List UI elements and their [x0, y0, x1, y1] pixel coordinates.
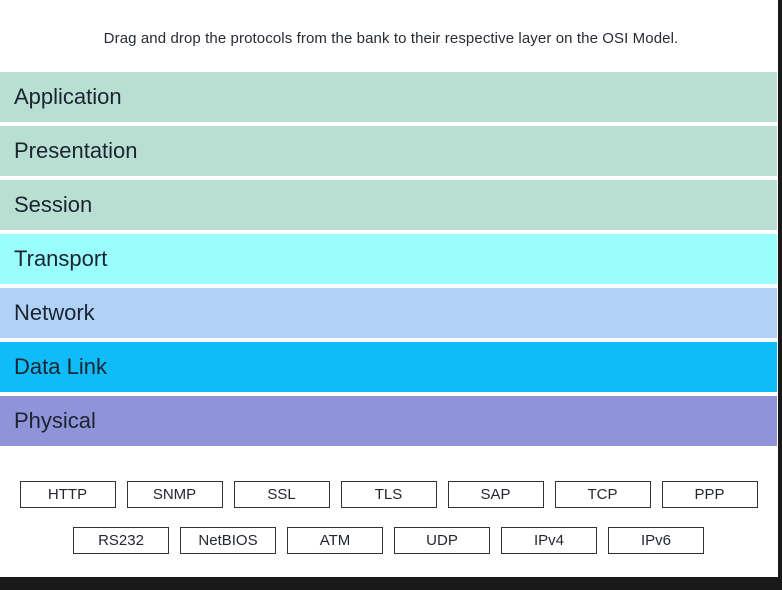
instruction-text: Drag and drop the protocols from the ban…	[103, 30, 679, 47]
protocol-chip-atm[interactable]: ATM	[287, 527, 383, 554]
protocol-chip-rs232[interactable]: RS232	[73, 527, 169, 554]
layer-label: Data Link	[14, 354, 107, 379]
protocol-chip-tcp[interactable]: TCP	[554, 481, 651, 508]
protocol-chip-udp[interactable]: UDP	[394, 527, 490, 554]
window-bottom-edge	[0, 577, 782, 590]
layer-label: Session	[14, 192, 93, 217]
layer-label: Presentation	[14, 138, 138, 163]
protocol-chip-ipv4[interactable]: IPv4	[501, 527, 597, 554]
protocol-bank-row-2: RS232 NetBIOS ATM UDP IPv4 IPv6	[0, 527, 777, 554]
layer-label: Physical	[14, 408, 96, 433]
protocol-chip-http[interactable]: HTTP	[19, 481, 116, 508]
layer-label: Network	[14, 300, 95, 325]
osi-layer-session[interactable]: Session	[0, 180, 777, 230]
layer-label: Transport	[14, 246, 108, 271]
osi-layer-data-link[interactable]: Data Link	[0, 342, 777, 392]
protocol-chip-ppp[interactable]: PPP	[661, 481, 758, 508]
protocol-bank: HTTP SNMP SSL TLS SAP TCP PPP RS232 NetB…	[0, 481, 777, 554]
protocol-chip-tls[interactable]: TLS	[340, 481, 437, 508]
osi-layer-transport[interactable]: Transport	[0, 234, 777, 284]
protocol-chip-sap[interactable]: SAP	[447, 481, 544, 508]
protocol-chip-ipv6[interactable]: IPv6	[608, 527, 704, 554]
window-right-edge	[778, 0, 782, 590]
protocol-chip-snmp[interactable]: SNMP	[126, 481, 223, 508]
osi-layer-physical[interactable]: Physical	[0, 396, 777, 446]
osi-layer-network[interactable]: Network	[0, 288, 777, 338]
osi-layer-application[interactable]: Application	[0, 72, 777, 122]
osi-layer-presentation[interactable]: Presentation	[0, 126, 777, 176]
protocol-bank-row-1: HTTP SNMP SSL TLS SAP TCP PPP	[0, 481, 777, 508]
protocol-chip-netbios[interactable]: NetBIOS	[180, 527, 276, 554]
osi-layer-stack: Application Presentation Session Transpo…	[0, 72, 777, 450]
protocol-chip-ssl[interactable]: SSL	[233, 481, 330, 508]
layer-label: Application	[14, 84, 122, 109]
